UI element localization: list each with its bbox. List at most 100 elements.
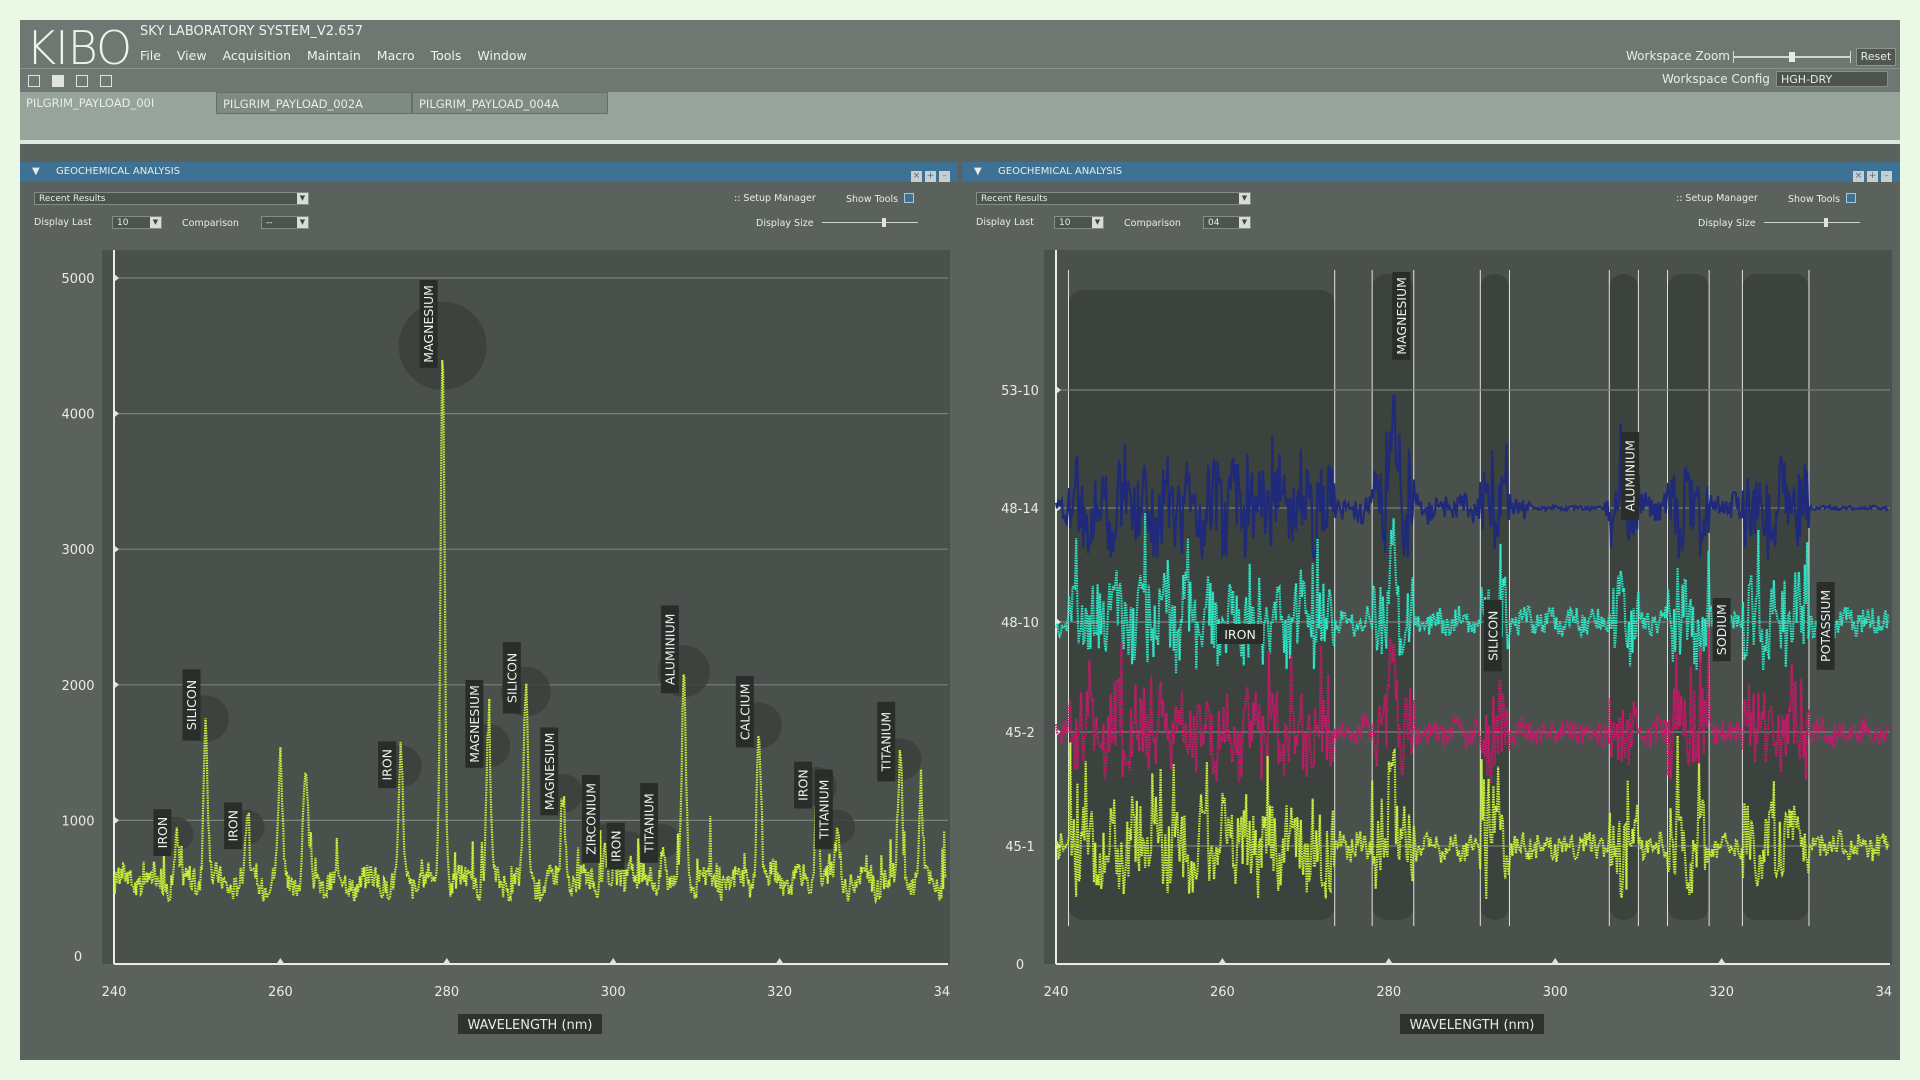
workspace-config-select[interactable]: HGH-DRY bbox=[1776, 71, 1888, 87]
region-annotation: ALUMINIUM bbox=[1621, 432, 1640, 520]
menu-acquisition[interactable]: Acquisition bbox=[222, 48, 292, 63]
minimize-icon[interactable]: – bbox=[939, 171, 950, 182]
panel-title: GEOCHEMICAL ANALYSIS bbox=[56, 166, 181, 177]
y-tick-label: 2000 bbox=[61, 679, 94, 694]
display-last-select[interactable]: 10 ▼ bbox=[1054, 216, 1104, 229]
x-tick-label: 260 bbox=[1210, 985, 1235, 1000]
image-icon[interactable] bbox=[100, 75, 113, 87]
pin-icon[interactable]: × bbox=[911, 171, 922, 182]
setup-manager-link[interactable]: :: Setup Manager bbox=[1676, 193, 1758, 204]
peak-label-box bbox=[1621, 432, 1640, 520]
display-last-label: Display Last bbox=[976, 217, 1034, 228]
divider bbox=[20, 140, 1900, 144]
y-tick-label: 0 bbox=[74, 950, 82, 965]
show-tools-checkbox[interactable] bbox=[1846, 193, 1856, 203]
menu-tools[interactable]: Tools bbox=[430, 48, 462, 63]
x-tick-label: 340 bbox=[1876, 985, 1892, 1000]
minimize-icon[interactable]: – bbox=[1881, 171, 1892, 182]
reset-button[interactable]: Reset bbox=[1856, 48, 1896, 66]
show-tools-label: Show Tools bbox=[846, 194, 899, 205]
display-size-slider[interactable] bbox=[1764, 218, 1860, 227]
y-tick-marker bbox=[114, 274, 119, 282]
peak-annotation: ZIRCONIUM bbox=[581, 774, 600, 863]
peak-label-box bbox=[640, 783, 659, 863]
display-last-select[interactable]: 10 ▼ bbox=[112, 216, 162, 229]
y-tick-label: 4000 bbox=[61, 408, 94, 423]
peak-label: ALUMINIUM bbox=[662, 614, 677, 685]
peak-annotation: IRON bbox=[606, 822, 625, 870]
expand-icon[interactable]: + bbox=[925, 171, 936, 182]
peak-label: SILICON bbox=[184, 680, 199, 730]
y-tick-label: 5000 bbox=[61, 272, 94, 287]
slider-knob[interactable] bbox=[881, 218, 886, 227]
x-tick-marker bbox=[1717, 958, 1726, 964]
tab-payload-001[interactable]: PILGRIM_PAYLOAD_00I bbox=[20, 92, 212, 114]
panel-header: ▼ GEOCHEMICAL ANALYSIS × + – bbox=[962, 162, 1900, 182]
region-annotation: SILICON bbox=[1483, 600, 1502, 672]
peak-label: IRON bbox=[155, 817, 170, 849]
peak-label: TITANIUM bbox=[879, 712, 894, 773]
peak-label-box bbox=[419, 280, 438, 368]
tab-payload-004a[interactable]: PILGRIM_PAYLOAD_004A bbox=[412, 92, 608, 114]
display-last-value: 10 bbox=[117, 218, 129, 228]
results-select[interactable]: Recent Results ▼ bbox=[976, 192, 1251, 205]
spectrum-series bbox=[1054, 626, 1890, 784]
show-tools-label: Show Tools bbox=[1788, 194, 1841, 205]
logo: KIBO bbox=[26, 21, 132, 75]
peak-label-box bbox=[581, 774, 600, 863]
peak-label-box bbox=[502, 642, 521, 714]
menu-maintain[interactable]: Maintain bbox=[307, 48, 361, 63]
slider-end bbox=[1850, 51, 1851, 63]
collapse-icon[interactable]: ▼ bbox=[974, 166, 982, 177]
element-region bbox=[1372, 274, 1414, 920]
spectrum-series bbox=[1054, 735, 1890, 900]
expand-icon[interactable]: + bbox=[1867, 171, 1878, 182]
comparison-select[interactable]: -- ▼ bbox=[261, 216, 309, 229]
menu-window[interactable]: Window bbox=[477, 48, 527, 63]
x-axis-label: WAVELENGTH (nm) bbox=[468, 1018, 593, 1033]
workspace-zoom-slider[interactable] bbox=[1733, 51, 1851, 63]
x-tick-label: 320 bbox=[767, 985, 792, 1000]
comparison-select[interactable]: 04 ▼ bbox=[1203, 216, 1251, 229]
spectrum-chart-left: 0 1000 2000 3000 4000 5000 240 260 280 300 320 340 W… bbox=[61, 250, 950, 1034]
pin-icon[interactable]: × bbox=[1853, 171, 1864, 182]
y-tick-label: 0 bbox=[1016, 958, 1024, 973]
peak-label-box bbox=[1392, 272, 1411, 360]
peak-annotation: IRON bbox=[224, 802, 243, 850]
y-tick-marker bbox=[114, 816, 119, 825]
collapse-icon[interactable]: ▼ bbox=[32, 166, 40, 177]
divider bbox=[20, 68, 1900, 69]
results-select-value: Recent Results bbox=[981, 194, 1048, 204]
element-region bbox=[1742, 274, 1809, 920]
slider-knob[interactable] bbox=[1789, 52, 1795, 62]
save-icon[interactable] bbox=[76, 75, 89, 87]
open-folder-icon[interactable] bbox=[52, 75, 65, 87]
peak-label-box bbox=[1712, 598, 1731, 662]
peak-label: MAGNESIUM bbox=[421, 285, 436, 363]
x-tick-marker bbox=[276, 958, 285, 964]
tab-payload-002a[interactable]: PILGRIM_PAYLOAD_002A bbox=[216, 92, 412, 114]
display-last-label: Display Last bbox=[34, 217, 92, 228]
spectrum-line bbox=[112, 359, 948, 905]
peak-annotation: TITANIUM bbox=[640, 783, 659, 863]
peak-label-box bbox=[465, 680, 484, 768]
x-tick-label: 240 bbox=[1044, 985, 1069, 1000]
app-window: KIBO SKY LABORATORY SYSTEM_V2.657 File V… bbox=[20, 20, 1900, 1060]
show-tools-checkbox[interactable] bbox=[904, 193, 914, 203]
panel-header: ▼ GEOCHEMICAL ANALYSIS × + – bbox=[20, 162, 958, 182]
menu-file[interactable]: File bbox=[140, 48, 161, 63]
peak-label: TITANIUM bbox=[642, 793, 657, 854]
display-size-label: Display Size bbox=[756, 218, 814, 229]
menu-view[interactable]: View bbox=[176, 48, 207, 63]
peak-annotation: IRON bbox=[153, 809, 172, 856]
peak-annotation: TITANIUM bbox=[814, 769, 833, 850]
results-select[interactable]: Recent Results ▼ bbox=[34, 192, 309, 205]
peak-label-box bbox=[153, 809, 172, 856]
region-label-box bbox=[1217, 624, 1264, 644]
x-tick-label: 320 bbox=[1709, 985, 1734, 1000]
new-file-icon[interactable] bbox=[28, 75, 40, 87]
setup-manager-link[interactable]: :: Setup Manager bbox=[734, 193, 816, 204]
display-size-slider[interactable] bbox=[822, 218, 918, 227]
slider-knob[interactable] bbox=[1823, 218, 1828, 227]
menu-macro[interactable]: Macro bbox=[376, 48, 415, 63]
